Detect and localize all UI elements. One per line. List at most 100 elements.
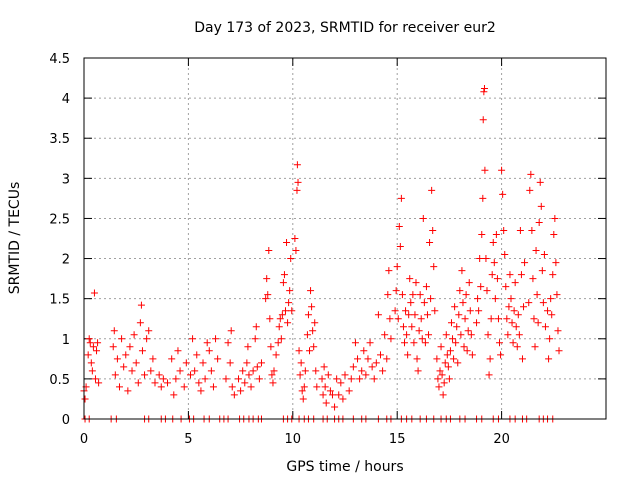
data-point: [525, 299, 533, 307]
data-point: [399, 323, 407, 331]
data-point: [81, 395, 89, 403]
data-point: [110, 327, 118, 335]
data-point: [534, 319, 542, 327]
data-point: [539, 299, 547, 307]
data-point: [230, 391, 238, 399]
data-point: [468, 351, 476, 359]
data-point: [237, 387, 245, 395]
data-point: [453, 323, 461, 331]
data-point: [444, 363, 452, 371]
data-point: [118, 335, 126, 343]
data-point: [113, 355, 121, 363]
data-point: [272, 351, 280, 359]
data-point: [385, 267, 393, 275]
data-point: [398, 291, 406, 299]
data-point: [528, 226, 536, 234]
data-point: [252, 323, 260, 331]
data-point: [379, 367, 387, 375]
data-point: [449, 335, 457, 343]
data-point: [429, 226, 437, 234]
data-point: [484, 331, 492, 339]
data-point: [505, 303, 513, 311]
data-point: [410, 339, 418, 347]
data-point: [170, 391, 178, 399]
data-point: [205, 347, 213, 355]
data-point: [264, 291, 272, 299]
data-point: [416, 291, 424, 299]
data-point: [489, 239, 497, 247]
data-point: [423, 311, 431, 319]
data-point: [331, 403, 339, 411]
data-point: [488, 271, 496, 279]
data-point: [244, 343, 252, 351]
data-point: [396, 243, 404, 251]
data-point: [509, 339, 517, 347]
data-point: [516, 226, 524, 234]
data-point: [436, 367, 444, 375]
data-point: [93, 347, 101, 355]
data-point: [440, 379, 448, 387]
data-point: [544, 307, 552, 315]
data-point: [553, 291, 561, 299]
data-point: [239, 367, 247, 375]
data-point: [137, 301, 145, 309]
data-point: [438, 371, 446, 379]
data-point: [304, 311, 312, 319]
data-point: [537, 202, 545, 210]
data-point: [128, 367, 136, 375]
data-point: [293, 161, 301, 169]
data-points: [80, 84, 563, 423]
data-point: [393, 263, 401, 271]
data-point: [268, 371, 276, 379]
data-point: [374, 311, 382, 319]
data-point: [546, 335, 554, 343]
data-point: [554, 327, 562, 335]
data-point: [288, 307, 296, 315]
data-point: [299, 395, 307, 403]
data-point: [450, 355, 458, 363]
data-point: [405, 311, 413, 319]
data-point: [497, 351, 505, 359]
data-point: [226, 359, 234, 367]
data-point: [155, 371, 163, 379]
data-point: [255, 375, 263, 383]
data-point: [278, 311, 286, 319]
data-point: [141, 371, 149, 379]
data-point: [455, 311, 463, 319]
data-point: [510, 307, 518, 315]
data-point: [502, 283, 510, 291]
data-point: [493, 275, 501, 283]
data-point: [486, 355, 494, 363]
data-point: [491, 295, 499, 303]
data-point: [535, 218, 543, 226]
data-point: [124, 387, 132, 395]
x-tick-label: 20: [493, 432, 510, 447]
y-tick-label: 3.5: [49, 132, 70, 147]
data-point: [403, 331, 411, 339]
data-point: [321, 383, 329, 391]
data-point: [461, 315, 469, 323]
data-point: [88, 367, 96, 375]
data-point: [414, 367, 422, 375]
data-point: [333, 375, 341, 383]
data-point: [425, 331, 433, 339]
data-point: [406, 275, 414, 283]
data-point: [293, 186, 301, 194]
data-point: [431, 307, 439, 315]
y-tick-label: 2: [62, 253, 70, 268]
data-point: [86, 339, 94, 347]
data-point: [308, 303, 316, 311]
data-point: [520, 303, 528, 311]
data-point: [145, 327, 153, 335]
data-point: [474, 295, 482, 303]
data-point: [421, 339, 429, 347]
data-point: [356, 375, 364, 383]
data-point: [460, 343, 468, 351]
data-point: [533, 291, 541, 299]
data-point: [335, 391, 343, 399]
data-point: [458, 267, 466, 275]
data-point: [397, 194, 405, 202]
data-point: [122, 351, 130, 359]
data-point: [212, 335, 220, 343]
y-tick-label: 1: [62, 333, 70, 348]
